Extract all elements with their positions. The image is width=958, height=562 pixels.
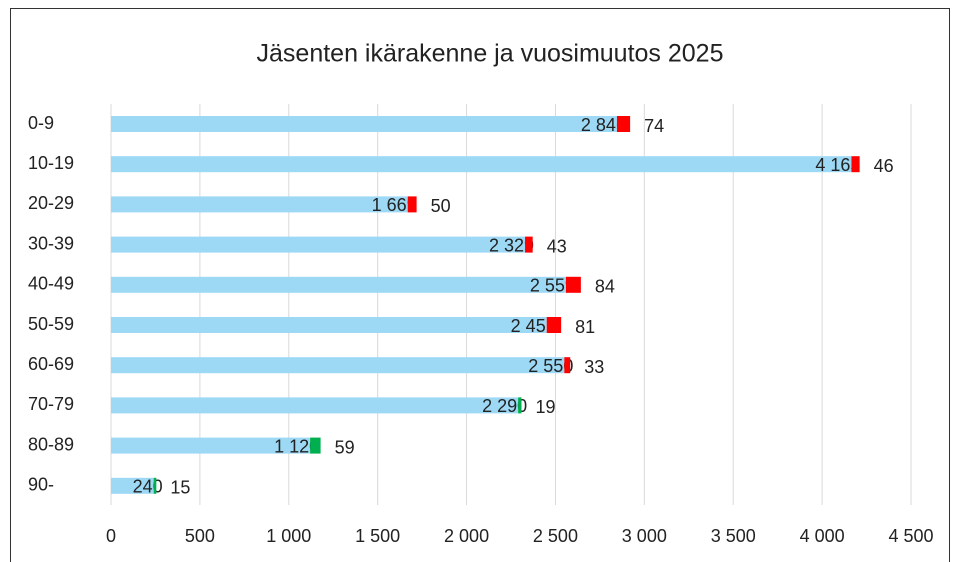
- y-tick-label: 80-89: [28, 434, 74, 454]
- bar-segment: [111, 156, 852, 173]
- data-label: 2 846: [581, 115, 626, 135]
- data-label: 84: [595, 277, 615, 297]
- bar-segment: [153, 477, 157, 494]
- bar-segment: [525, 236, 533, 253]
- bar-segment: [407, 196, 417, 213]
- bar-segment: [111, 276, 566, 293]
- data-label: 2 329: [489, 235, 534, 255]
- data-label: 2 550: [528, 356, 573, 376]
- x-tick-label: 1 000: [266, 526, 311, 546]
- y-tick-label: 90-: [28, 475, 54, 495]
- bar-segment: [111, 116, 617, 132]
- data-label: 74: [644, 116, 664, 136]
- y-tick-label: 60-69: [28, 354, 74, 374]
- data-label: 2 451: [511, 316, 556, 336]
- data-label: 50: [431, 196, 451, 216]
- bar-segment: [111, 236, 526, 253]
- data-label: 19: [535, 397, 555, 417]
- x-tick-label: 3 500: [711, 526, 756, 546]
- bar-segment: [111, 357, 565, 374]
- y-tick-label: 20-29: [28, 193, 74, 213]
- bar-segment: [111, 317, 547, 333]
- bar-segment: [565, 276, 581, 293]
- chart-frame: [10, 8, 950, 562]
- chart-title: Jäsenten ikärakenne ja vuosimuutos 2025: [257, 40, 724, 68]
- data-label: 1 120: [274, 436, 319, 456]
- y-tick-label: 50-59: [28, 314, 74, 334]
- data-label: 15: [170, 478, 190, 498]
- y-tick-label: 70-79: [28, 394, 74, 414]
- x-tick-label: 4 000: [800, 526, 845, 546]
- data-label: 81: [575, 317, 595, 337]
- y-tick-label: 0-9: [28, 113, 54, 133]
- data-label: 2 559: [530, 276, 575, 296]
- bar-segment: [111, 397, 519, 414]
- y-tick-label: 10-19: [28, 153, 74, 173]
- bar-segment: [310, 437, 321, 454]
- bar-segment: [518, 397, 522, 414]
- data-label: 4 165: [815, 155, 860, 175]
- data-label: 59: [335, 437, 355, 457]
- data-label: 46: [874, 156, 894, 176]
- x-tick-label: 2 000: [444, 526, 489, 546]
- x-tick-label: 3 000: [622, 526, 667, 546]
- x-tick-label: 0: [106, 526, 116, 546]
- bar-segment: [851, 156, 860, 173]
- bar-segment: [111, 477, 154, 494]
- data-label: 2 290: [482, 396, 527, 416]
- x-tick-label: 500: [185, 526, 215, 546]
- y-tick-label: 30-39: [28, 233, 74, 253]
- data-label: 1 669: [372, 195, 417, 215]
- x-tick-label: 1 500: [355, 526, 400, 546]
- data-label: 240: [133, 477, 163, 497]
- bar-segment: [564, 357, 571, 374]
- bar-segment: [546, 317, 562, 333]
- data-label: 33: [584, 357, 604, 377]
- bar-segment: [111, 196, 408, 213]
- bar-segment: [616, 116, 631, 132]
- data-label: 43: [547, 236, 567, 256]
- bar-segment: [111, 437, 311, 454]
- x-tick-label: 2 500: [533, 526, 578, 546]
- y-tick-label: 40-49: [28, 274, 74, 294]
- x-tick-label: 4 500: [888, 526, 933, 546]
